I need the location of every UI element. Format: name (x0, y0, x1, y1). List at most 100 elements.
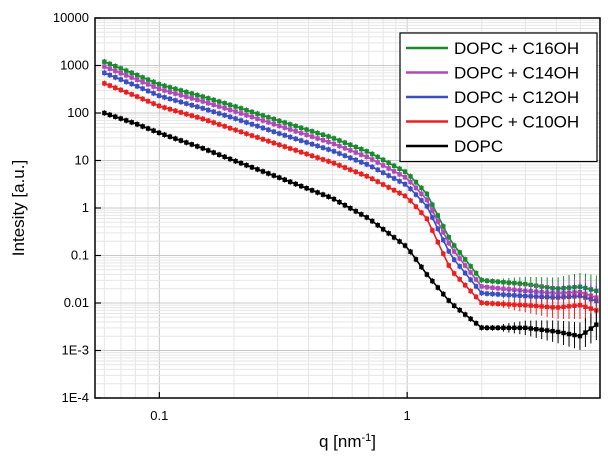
data-point (534, 303, 539, 309)
data-point (227, 102, 233, 108)
data-point (129, 92, 134, 97)
data-point (348, 206, 353, 211)
data-point (501, 286, 506, 291)
data-point (271, 140, 277, 146)
data-point (151, 91, 156, 96)
data-point (282, 177, 287, 182)
data-point (386, 166, 391, 171)
data-point (523, 293, 528, 299)
data-point (282, 133, 287, 138)
data-point (495, 301, 501, 307)
data-point (249, 122, 255, 127)
data-point (397, 166, 402, 171)
data-point (391, 169, 397, 174)
data-point (102, 70, 107, 76)
data-point (359, 152, 364, 157)
data-point (140, 75, 145, 80)
data-point (391, 176, 397, 181)
data-point (206, 96, 211, 101)
data-point (555, 305, 561, 310)
data-point (468, 277, 473, 282)
data-point (260, 137, 266, 142)
data-point (145, 77, 151, 82)
data-point (523, 325, 528, 331)
data-point (293, 181, 298, 187)
data-point (184, 101, 189, 106)
data-point (364, 173, 369, 179)
data-point (216, 122, 222, 127)
data-point (435, 239, 441, 245)
data-point (446, 298, 451, 303)
data-point (342, 202, 348, 208)
data-point (189, 91, 195, 96)
data-point (331, 136, 337, 141)
data-point (419, 185, 424, 191)
data-point (473, 284, 479, 289)
data-point (233, 109, 238, 114)
data-point (457, 264, 462, 269)
data-point (452, 303, 457, 308)
data-point (512, 325, 517, 331)
data-point (288, 127, 293, 132)
data-point (359, 146, 364, 152)
data-point (391, 163, 397, 168)
data-point (249, 133, 255, 138)
data-point (102, 64, 107, 69)
data-point (184, 94, 189, 99)
data-point (227, 125, 233, 131)
data-point (266, 127, 271, 133)
data-point (364, 154, 369, 160)
data-point (468, 270, 473, 275)
data-point (424, 191, 430, 197)
data-point (178, 110, 184, 115)
data-point (380, 157, 386, 163)
data-point (118, 116, 123, 121)
data-point (129, 75, 134, 80)
data-point (402, 175, 408, 180)
data-point (512, 293, 517, 298)
data-point (402, 182, 408, 187)
data-point (195, 97, 200, 103)
data-point (495, 292, 501, 297)
data-point (277, 131, 282, 136)
data-point (288, 122, 293, 127)
data-point (293, 136, 298, 142)
data-point (337, 143, 342, 149)
data-point (331, 196, 337, 202)
data-point (244, 112, 249, 118)
data-point (140, 96, 145, 102)
data-point (124, 73, 129, 78)
data-point (370, 157, 375, 162)
data-point (342, 140, 348, 145)
data-point (167, 134, 173, 139)
data-point (107, 83, 113, 88)
data-point (255, 111, 260, 116)
data-point (195, 115, 200, 120)
y-tick-label: 1 (82, 200, 89, 215)
data-point (195, 104, 200, 109)
data-point (337, 151, 342, 156)
data-point (282, 144, 287, 149)
data-point (260, 169, 266, 174)
data-point (320, 157, 326, 162)
data-point (561, 330, 566, 336)
data-point (435, 213, 441, 218)
data-point (238, 129, 244, 135)
data-point (484, 291, 490, 296)
data-point (102, 59, 107, 64)
data-point (435, 219, 441, 224)
data-point (293, 123, 298, 129)
data-point (145, 99, 151, 104)
data-point (216, 104, 222, 109)
data-point (468, 288, 473, 294)
data-point (479, 325, 484, 330)
data-point (380, 227, 386, 232)
data-point (255, 167, 260, 172)
data-point (479, 277, 484, 283)
data-point (391, 235, 397, 240)
data-point (506, 302, 512, 307)
data-point (266, 171, 271, 176)
data-point (457, 250, 462, 255)
series-layer (102, 58, 599, 350)
